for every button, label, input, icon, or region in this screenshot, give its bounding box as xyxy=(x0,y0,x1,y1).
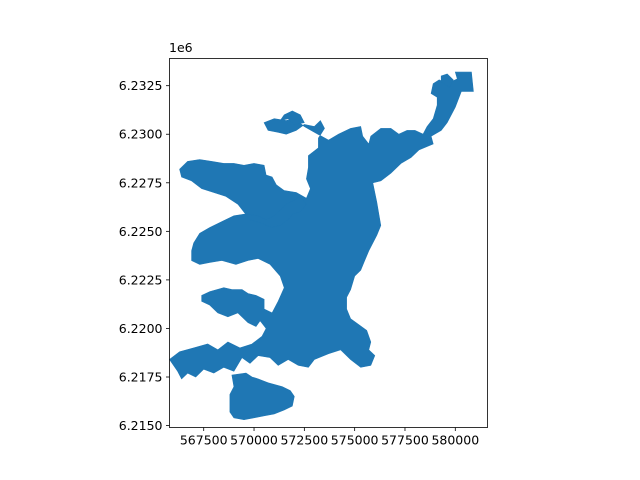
x-tick-label: 570000 xyxy=(230,433,278,448)
y-axis: 6.2150 6.2175 6.2200 6.2225 6.2250 6.2275 6.23… xyxy=(119,78,170,433)
x-tick-label: 572500 xyxy=(280,433,328,448)
polygon-south-island xyxy=(229,372,295,421)
x-tick-label: 567500 xyxy=(180,433,228,448)
y-tick-label: 6.2200 xyxy=(119,321,163,336)
y-tick-label: 6.2300 xyxy=(119,127,163,142)
polygon-north-islet xyxy=(279,110,305,125)
y-tick-label: 6.2250 xyxy=(119,224,163,239)
y-tick-label: 6.2150 xyxy=(119,418,163,433)
y-tick-label: 6.2175 xyxy=(119,370,163,385)
polygon-northeast-tip xyxy=(440,73,454,89)
axes-frame xyxy=(169,58,488,428)
y-offset-label: 1e6 xyxy=(169,40,193,55)
x-tick-label: 575000 xyxy=(331,433,379,448)
y-tick-label: 6.2325 xyxy=(119,78,163,93)
x-tick-label: 577500 xyxy=(381,433,429,448)
map-plot-area xyxy=(169,71,474,421)
y-tick-label: 6.2275 xyxy=(119,175,163,190)
polygon-main-landmass xyxy=(169,71,474,380)
x-tick-label: 580000 xyxy=(431,433,479,448)
y-tick-label: 6.2225 xyxy=(119,272,163,287)
x-axis: 567500 570000 572500 575000 577500 580000 xyxy=(180,427,479,448)
